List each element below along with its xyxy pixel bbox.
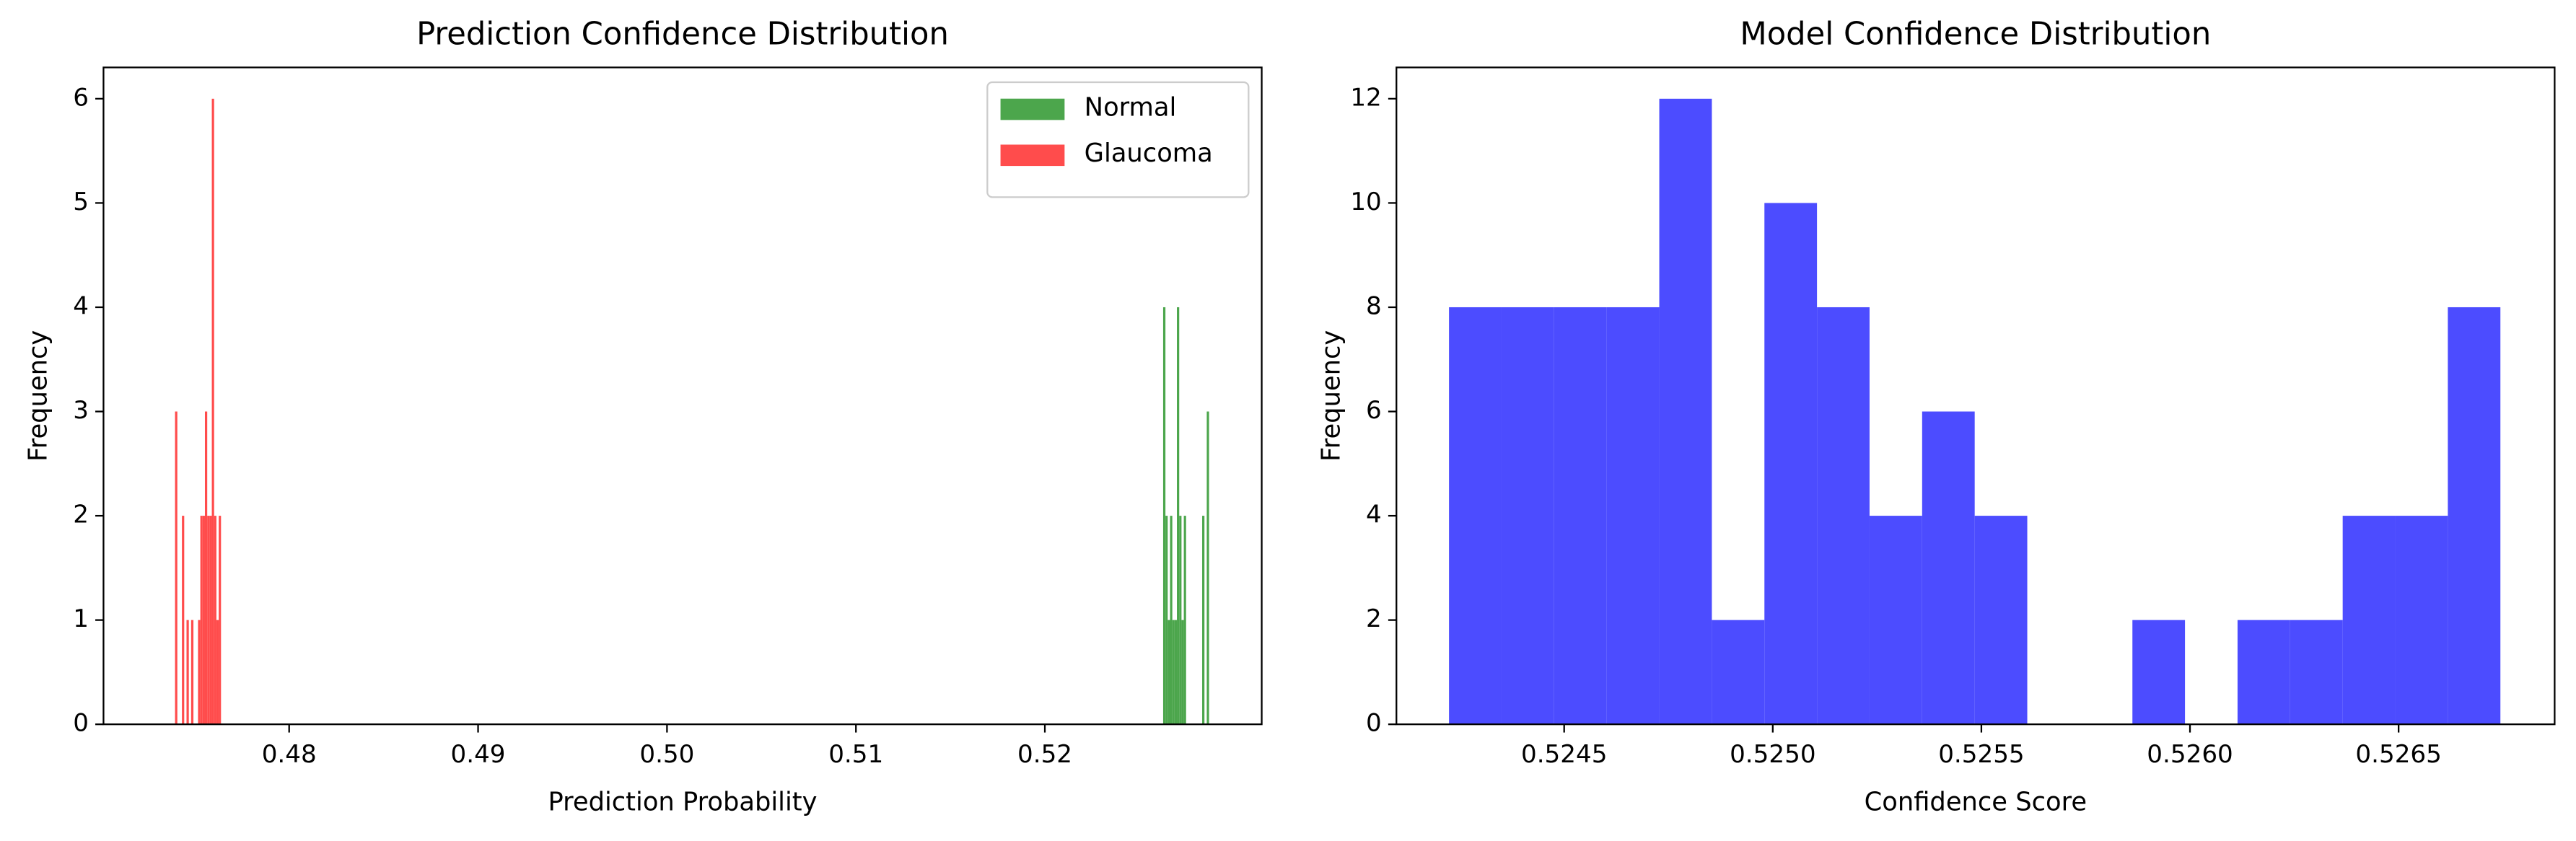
x-tick-label: 0.51: [828, 740, 883, 769]
histogram-bar: [175, 411, 178, 725]
y-tick-label: 0: [1366, 709, 1382, 738]
histogram-bar: [1449, 307, 1502, 725]
histogram-bar: [2290, 620, 2343, 725]
histogram-bar: [204, 411, 208, 725]
legend-label: Glaucoma: [1085, 138, 1213, 168]
x-tick-label: 0.48: [262, 740, 317, 769]
y-tick-label: 3: [73, 396, 89, 425]
x-tick-label: 0.5260: [2147, 740, 2233, 769]
x-tick-label: 0.50: [639, 740, 694, 769]
y-axis-label: Frequency: [1316, 330, 1346, 462]
histogram-bar: [1170, 516, 1173, 725]
histogram-bar: [1181, 620, 1184, 725]
histogram-bar: [1712, 620, 1765, 725]
histogram-bar: [182, 516, 185, 725]
histogram-bar: [1179, 516, 1182, 725]
x-tick-label: 0.49: [451, 740, 506, 769]
histogram-bar: [1817, 307, 1870, 725]
y-tick-label: 5: [73, 188, 89, 216]
histogram-bar: [2448, 307, 2501, 725]
x-tick-label: 0.5265: [2355, 740, 2441, 769]
axes: 0.5245 0.5250 0.5255 0.5260 0.5265 0 2 4 6 8 10 12 M…: [1316, 17, 2556, 816]
histogram-bar: [2342, 516, 2396, 725]
y-tick-label: 6: [1366, 396, 1382, 425]
histogram-bar: [186, 620, 189, 725]
histogram-bar: [200, 516, 203, 725]
x-tick-label: 0.5250: [1730, 740, 1815, 769]
histogram-bar: [1202, 516, 1205, 725]
x-axis-label: Prediction Probability: [548, 787, 818, 816]
histogram-bar: [1501, 307, 1554, 725]
legend: Normal Glaucoma: [986, 81, 1250, 198]
histogram-bar: [211, 98, 214, 725]
histogram-bar: [1174, 620, 1178, 725]
histogram-bar: [202, 516, 205, 725]
y-tick-label: 2: [73, 501, 89, 529]
y-tick-label: 6: [73, 83, 89, 112]
histogram-bar: [190, 620, 194, 725]
y-tick-label: 4: [1366, 501, 1382, 529]
axes: 0.48 0.49 0.50 0.51 0.52 0 1 2 3 4 5 6 Prediction Co…: [24, 17, 1263, 816]
histogram-bar: [2132, 620, 2186, 725]
y-tick-label: 8: [1366, 291, 1382, 320]
y-tick-label: 4: [73, 291, 89, 320]
histogram-bar: [207, 516, 210, 725]
histogram-bar: [2395, 516, 2448, 725]
y-tick-label: 2: [1366, 604, 1382, 633]
histogram-bar: [1554, 307, 1607, 725]
histogram-bar: [209, 516, 212, 725]
histogram-bar: [219, 516, 222, 725]
histogram-bar: [1974, 516, 2028, 725]
y-tick-label: 0: [73, 709, 89, 738]
x-tick-label: 0.5255: [1938, 740, 2024, 769]
chart-title: Prediction Confidence Distribution: [416, 17, 949, 53]
legend-swatch: [1000, 144, 1065, 167]
y-axis-label: Frequency: [24, 330, 53, 462]
histogram-bar: [1162, 307, 1166, 725]
histogram-bar: [1659, 98, 1712, 725]
legend-swatch: [1000, 98, 1065, 120]
histogram-bar: [1206, 411, 1209, 725]
histogram-bar: [1764, 203, 1818, 725]
y-tick-label: 1: [73, 604, 89, 633]
x-axis-label: Confidence Score: [1865, 787, 2087, 816]
axes-frame: [102, 66, 1263, 726]
y-tick-label: 12: [1350, 83, 1381, 112]
histogram-bar: [214, 516, 216, 725]
histogram-bar: [1172, 620, 1175, 725]
histogram-bar: [1165, 516, 1168, 725]
histogram-bar: [216, 620, 219, 725]
histogram-bar: [1869, 516, 1922, 725]
y-tick-label: 10: [1350, 188, 1381, 216]
chart-title: Model Confidence Distribution: [1740, 17, 2211, 53]
histogram-bar: [1183, 516, 1186, 725]
histogram-bar: [1922, 411, 1975, 725]
x-tick-label: 0.5245: [1521, 740, 1607, 769]
legend-label: Normal: [1085, 92, 1177, 122]
histogram-bar: [1606, 307, 1660, 725]
histogram-bar: [1167, 620, 1170, 725]
axes-frame: [1396, 66, 2556, 726]
histogram-bar: [2237, 620, 2290, 725]
x-tick-label: 0.52: [1017, 740, 1072, 769]
histogram-bar: [198, 620, 201, 725]
histogram-bar: [1177, 307, 1180, 725]
